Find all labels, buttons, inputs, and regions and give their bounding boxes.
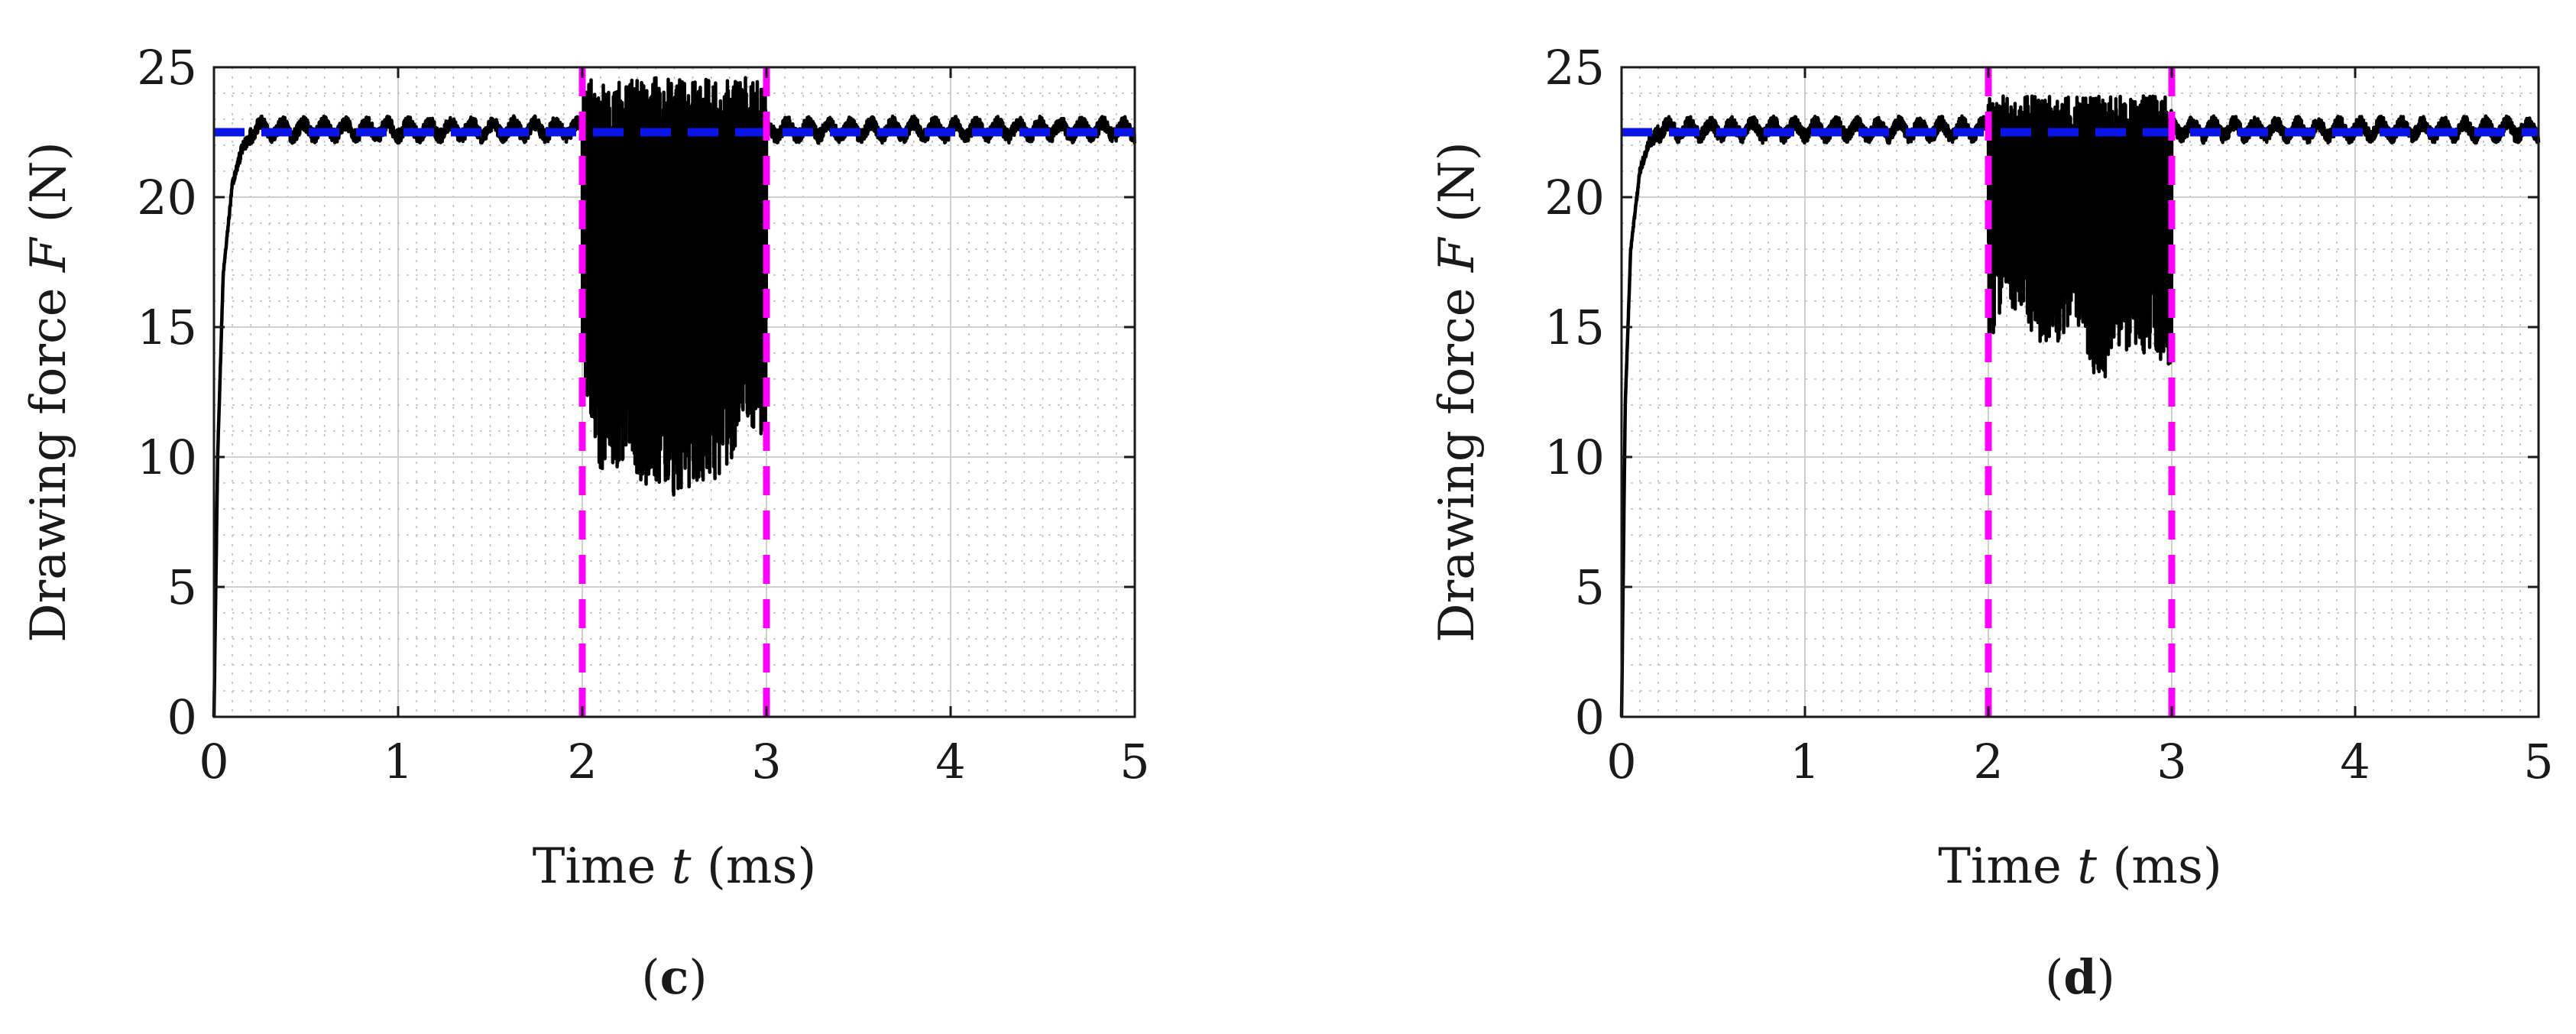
- y-tick-label: 5: [167, 559, 197, 615]
- y-tick-label: 15: [137, 300, 197, 355]
- y-tick-label: 25: [1544, 40, 1605, 96]
- x-axis-label-prefix-d: Time: [1938, 838, 2077, 895]
- panel-label-open-c: (: [641, 949, 659, 1005]
- y-tick-label: 25: [137, 40, 197, 96]
- ticks-c: 0 1 2 3 4 5 0 5 10 15 20 25: [137, 40, 1150, 789]
- x-tick-label: 5: [2523, 734, 2553, 789]
- panel-label-close-c: ): [689, 949, 707, 1005]
- x-tick-label: 3: [2156, 734, 2186, 789]
- panel-label-close-d: ): [2097, 949, 2115, 1005]
- chart-panel-d: 0 1 2 3 4 5 0 5 10 15 20 25 Time t (ms) Drawing for…: [1429, 40, 2554, 1005]
- x-axis-label-suffix-c: (ms): [691, 838, 816, 895]
- y-axis-label-d: Drawing force F (N): [1429, 141, 1486, 642]
- x-tick-label: 2: [1973, 734, 2003, 789]
- x-tick-label: 1: [1790, 734, 1819, 789]
- x-axis-label-var-c: t: [672, 838, 692, 895]
- data-layer-c: [212, 67, 1136, 718]
- y-axis-label-var-c: F: [21, 236, 77, 273]
- chart-panel-c: 0 1 2 3 4 5 0 5 10 15 20 25 Time t (ms) Drawing for…: [21, 40, 1150, 1005]
- panel-label-letter-c: c: [660, 949, 689, 1005]
- x-tick-label: 5: [1120, 734, 1149, 789]
- x-tick-label: 0: [199, 734, 228, 789]
- y-axis-label-suffix-c: (N): [21, 141, 77, 238]
- x-tick-label: 4: [2340, 734, 2370, 789]
- panel-label-d: (d): [2045, 949, 2115, 1005]
- x-axis-label-prefix-c: Time: [533, 838, 672, 895]
- plot-frame-d: [1620, 66, 2540, 718]
- plot-frame-c: [212, 66, 1136, 718]
- ticks-d: 0 1 2 3 4 5 0 5 10 15 20 25: [1544, 40, 2554, 789]
- y-tick-label: 10: [137, 429, 197, 485]
- x-tick-label: 0: [1606, 734, 1636, 789]
- y-tick-label: 0: [167, 689, 197, 745]
- y-axis-label-suffix-d: (N): [1429, 141, 1486, 238]
- panel-label-letter-d: d: [2063, 949, 2096, 1005]
- force-signal-line-c: [212, 76, 1136, 718]
- x-tick-label: 2: [567, 734, 597, 789]
- x-axis-label-var-d: t: [2077, 838, 2097, 895]
- x-tick-label: 1: [383, 734, 413, 789]
- y-axis-label-prefix-c: Drawing force: [21, 272, 77, 643]
- x-axis-label-d: Time t (ms): [1938, 838, 2222, 895]
- x-axis-label-c: Time t (ms): [533, 838, 817, 895]
- y-axis-label-c: Drawing force F (N): [21, 141, 77, 642]
- force-signal-line-d: [1619, 94, 2541, 718]
- data-layer-d: [1619, 67, 2541, 718]
- y-tick-label: 15: [1544, 300, 1605, 355]
- y-tick-label: 0: [1575, 689, 1605, 745]
- panel-label-open-d: (: [2045, 949, 2063, 1005]
- y-tick-label: 20: [1544, 170, 1605, 225]
- y-tick-label: 20: [137, 170, 197, 225]
- y-axis-label-prefix-d: Drawing force: [1429, 272, 1486, 643]
- y-axis-label-var-d: F: [1429, 236, 1486, 273]
- panel-label-c: (c): [641, 949, 707, 1005]
- y-tick-label: 5: [1575, 559, 1605, 615]
- x-tick-label: 3: [751, 734, 781, 789]
- x-tick-label: 4: [935, 734, 965, 789]
- x-axis-label-suffix-d: (ms): [2097, 838, 2222, 895]
- y-tick-label: 10: [1544, 429, 1605, 485]
